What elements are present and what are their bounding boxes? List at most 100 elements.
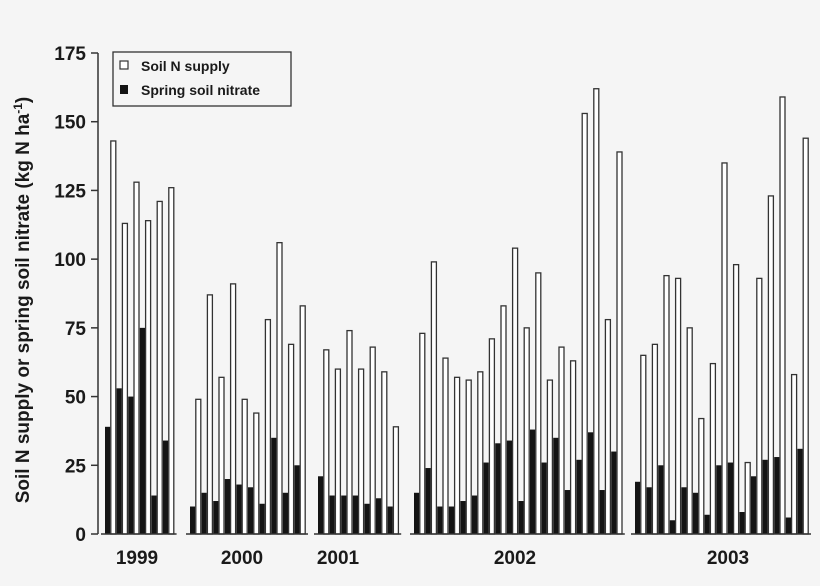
year-label: 2000 [221, 548, 263, 569]
bar-soil-n-supply [276, 242, 283, 535]
bar-soil-n-supply [721, 162, 728, 535]
y-tick-label: 25 [65, 456, 87, 477]
bar-soil-n-supply [430, 261, 438, 535]
bar-soil-n-supply [523, 327, 530, 535]
y-axis: 0 25 50 75 100 125 150 175 [54, 44, 99, 546]
bar-spring-soil-nitrate [681, 487, 687, 534]
bar-spring-soil-nitrate [739, 512, 745, 534]
bar-soil-n-supply [241, 398, 248, 535]
bar-spring-soil-nitrate [704, 514, 710, 534]
bar-soil-n-supply [287, 343, 295, 535]
bar-spring-soil-nitrate [611, 451, 617, 534]
bar-soil-n-supply [651, 343, 659, 535]
bar-spring-soil-nitrate [248, 487, 254, 534]
bar-soil-n-supply [195, 398, 202, 535]
bar-spring-soil-nitrate [213, 501, 219, 534]
bar-soil-n-supply [569, 360, 577, 535]
bar-spring-soil-nitrate [588, 432, 594, 534]
legend-swatch-spring-soil-nitrate [120, 85, 128, 94]
bar-soil-n-supply [419, 332, 426, 535]
bar-soil-n-supply [616, 151, 623, 535]
bar-soil-n-supply [558, 346, 565, 535]
bar-spring-soil-nitrate [163, 440, 169, 534]
bar-soil-n-supply [790, 373, 798, 535]
bar-spring-soil-nitrate [128, 396, 134, 534]
bar-soil-n-supply [334, 368, 342, 535]
bar-spring-soil-nitrate [762, 459, 768, 534]
bar-soil-n-supply [477, 371, 484, 535]
bars [105, 88, 809, 535]
bar-soil-n-supply [488, 338, 496, 535]
bar-soil-n-supply [357, 368, 365, 535]
bar-soil-n-supply [156, 200, 163, 535]
bar-spring-soil-nitrate [387, 506, 393, 534]
bar-soil-n-supply [535, 272, 542, 535]
year-label: 2003 [707, 548, 749, 569]
bar-spring-soil-nitrate [693, 492, 699, 534]
bar-soil-n-supply [581, 112, 588, 535]
y-tick-label: 75 [65, 319, 87, 340]
bar-spring-soil-nitrate [139, 327, 145, 534]
legend: Soil N supply Spring soil nitrate [112, 51, 292, 107]
bar-spring-soil-nitrate [341, 495, 347, 534]
bar-spring-soil-nitrate [437, 506, 443, 534]
bar-spring-soil-nitrate [541, 462, 547, 534]
bar-spring-soil-nitrate [271, 437, 277, 534]
bar-soil-n-supply [674, 277, 682, 535]
bar-spring-soil-nitrate [599, 490, 605, 534]
bar-soil-n-supply [802, 137, 809, 535]
bar-spring-soil-nitrate [376, 498, 382, 534]
bar-spring-soil-nitrate [564, 490, 570, 534]
bar-spring-soil-nitrate [553, 437, 559, 534]
bar-soil-n-supply [698, 417, 705, 535]
bar-soil-n-supply [144, 220, 152, 535]
bar-spring-soil-nitrate [105, 426, 111, 534]
bar-soil-n-supply [686, 327, 693, 535]
bar-soil-n-supply [593, 88, 600, 535]
bar-spring-soil-nitrate [797, 448, 803, 534]
bar-spring-soil-nitrate [318, 476, 324, 534]
bar-soil-n-supply [253, 412, 260, 535]
bar-soil-n-supply [323, 349, 330, 535]
bar-spring-soil-nitrate [425, 468, 431, 534]
bar-soil-n-supply [640, 354, 647, 535]
bar-spring-soil-nitrate [294, 465, 300, 534]
bar-soil-n-supply [511, 247, 519, 535]
bar-soil-n-supply [442, 357, 449, 535]
bar-soil-n-supply [299, 305, 306, 535]
bar-soil-n-supply [756, 277, 763, 535]
legend-swatch-soil-n-supply [119, 60, 129, 70]
y-tick-label: 100 [54, 250, 86, 271]
bar-spring-soil-nitrate [646, 487, 652, 534]
bar-spring-soil-nitrate [448, 506, 454, 534]
legend-label-spring-soil-nitrate: Spring soil nitrate [141, 82, 260, 98]
bar-soil-n-supply [453, 376, 461, 535]
bar-soil-n-supply [381, 371, 388, 535]
bar-soil-n-supply [709, 362, 717, 535]
bar-spring-soil-nitrate [727, 462, 733, 534]
bar-spring-soil-nitrate [282, 492, 288, 534]
bar-spring-soil-nitrate [236, 484, 242, 534]
bar-spring-soil-nitrate [224, 479, 230, 534]
bar-soil-n-supply [110, 140, 117, 535]
bar-soil-n-supply [168, 187, 175, 535]
bar-spring-soil-nitrate [785, 517, 791, 534]
bar-spring-soil-nitrate [658, 465, 664, 534]
bar-spring-soil-nitrate [472, 495, 478, 534]
bar-soil-n-supply [121, 222, 129, 535]
bar-spring-soil-nitrate [774, 457, 780, 534]
bar-soil-n-supply [229, 283, 237, 535]
bar-soil-n-supply [546, 379, 554, 535]
bar-soil-n-supply [133, 181, 140, 535]
bar-soil-n-supply [206, 294, 214, 535]
legend-label-soil-n-supply: Soil N supply [141, 58, 230, 74]
bar-spring-soil-nitrate [414, 492, 420, 534]
bar-soil-n-supply [500, 305, 507, 535]
bar-spring-soil-nitrate [329, 495, 335, 534]
bar-spring-soil-nitrate [116, 388, 122, 534]
year-label: 2001 [317, 548, 360, 569]
bar-spring-soil-nitrate [495, 443, 501, 534]
year-label: 1999 [116, 548, 158, 569]
bar-spring-soil-nitrate [460, 501, 466, 534]
